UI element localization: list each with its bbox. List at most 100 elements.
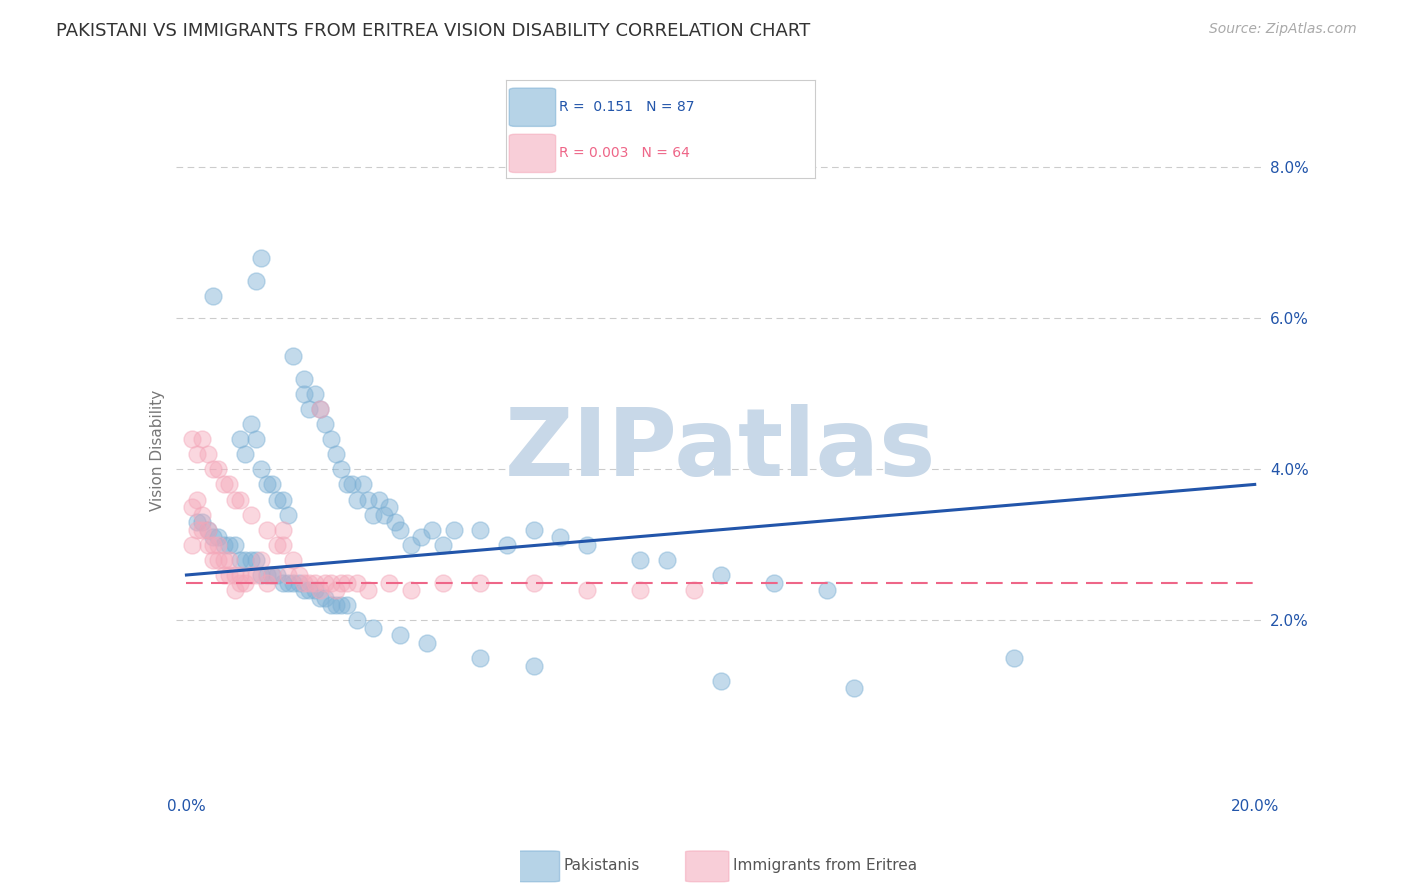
Point — [266, 568, 288, 582]
Point — [357, 492, 380, 507]
Point — [283, 349, 305, 363]
Point — [384, 515, 406, 529]
Point — [576, 583, 599, 598]
Point — [287, 575, 309, 590]
Point — [298, 583, 321, 598]
Point — [229, 492, 252, 507]
Point — [186, 523, 208, 537]
Point — [233, 447, 256, 461]
Point — [271, 492, 294, 507]
Point — [271, 538, 294, 552]
Point — [191, 432, 214, 446]
Point — [319, 432, 342, 446]
FancyBboxPatch shape — [686, 851, 728, 881]
Point — [260, 568, 283, 582]
Point — [683, 583, 706, 598]
Point — [277, 508, 299, 522]
Point — [233, 575, 256, 590]
Point — [271, 523, 294, 537]
Point — [191, 508, 214, 522]
Point — [207, 553, 229, 567]
Point — [309, 401, 332, 416]
Point — [245, 568, 267, 582]
Point — [239, 568, 262, 582]
Point — [470, 651, 492, 665]
Point — [266, 538, 288, 552]
Point — [432, 575, 454, 590]
Point — [325, 598, 347, 612]
Text: R = 0.003   N = 64: R = 0.003 N = 64 — [558, 146, 689, 161]
Point — [367, 492, 389, 507]
Text: R =  0.151   N = 87: R = 0.151 N = 87 — [558, 100, 695, 114]
Point — [378, 575, 401, 590]
Point — [256, 575, 278, 590]
Point — [336, 477, 359, 491]
Point — [292, 575, 315, 590]
Point — [336, 598, 359, 612]
Point — [207, 462, 229, 476]
Point — [363, 508, 385, 522]
Point — [186, 492, 208, 507]
Point — [283, 553, 305, 567]
Point — [266, 492, 288, 507]
Point — [180, 432, 202, 446]
Point — [277, 575, 299, 590]
Point — [202, 289, 225, 303]
Point — [630, 553, 652, 567]
Point — [260, 477, 283, 491]
Point — [630, 583, 652, 598]
Point — [352, 477, 374, 491]
Point — [309, 591, 332, 605]
Text: Immigrants from Eritrea: Immigrants from Eritrea — [733, 858, 917, 872]
Point — [710, 673, 733, 688]
Point — [180, 538, 202, 552]
Point — [298, 401, 321, 416]
Point — [245, 274, 267, 288]
Point — [330, 462, 353, 476]
Point — [212, 477, 235, 491]
Point — [287, 568, 309, 582]
Point — [411, 530, 433, 544]
Point — [309, 583, 332, 598]
Point — [399, 583, 422, 598]
Point — [229, 553, 252, 567]
Point — [250, 462, 273, 476]
Point — [239, 553, 262, 567]
Point — [319, 598, 342, 612]
Point — [325, 583, 347, 598]
Point — [233, 553, 256, 567]
Point — [373, 508, 395, 522]
Point — [1002, 651, 1025, 665]
Point — [292, 387, 315, 401]
Point — [250, 553, 273, 567]
Point — [550, 530, 572, 544]
FancyBboxPatch shape — [509, 134, 555, 172]
Point — [224, 583, 246, 598]
Point — [256, 477, 278, 491]
Point — [314, 417, 336, 431]
Point — [432, 538, 454, 552]
Point — [212, 568, 235, 582]
Point — [207, 538, 229, 552]
Text: Source: ZipAtlas.com: Source: ZipAtlas.com — [1209, 22, 1357, 37]
Point — [250, 251, 273, 265]
Point — [256, 568, 278, 582]
Point — [762, 575, 785, 590]
FancyBboxPatch shape — [509, 88, 555, 127]
Point — [239, 508, 262, 522]
Point — [191, 515, 214, 529]
Point — [325, 447, 347, 461]
Point — [842, 681, 865, 696]
Point — [191, 523, 214, 537]
Point — [277, 568, 299, 582]
Point — [304, 387, 326, 401]
Point — [197, 538, 219, 552]
Point — [202, 462, 225, 476]
Point — [245, 553, 267, 567]
Point — [304, 583, 326, 598]
Point — [523, 658, 546, 673]
Point — [229, 568, 252, 582]
Point — [218, 477, 240, 491]
Point — [314, 575, 336, 590]
Text: ZIPatlas: ZIPatlas — [505, 404, 936, 497]
